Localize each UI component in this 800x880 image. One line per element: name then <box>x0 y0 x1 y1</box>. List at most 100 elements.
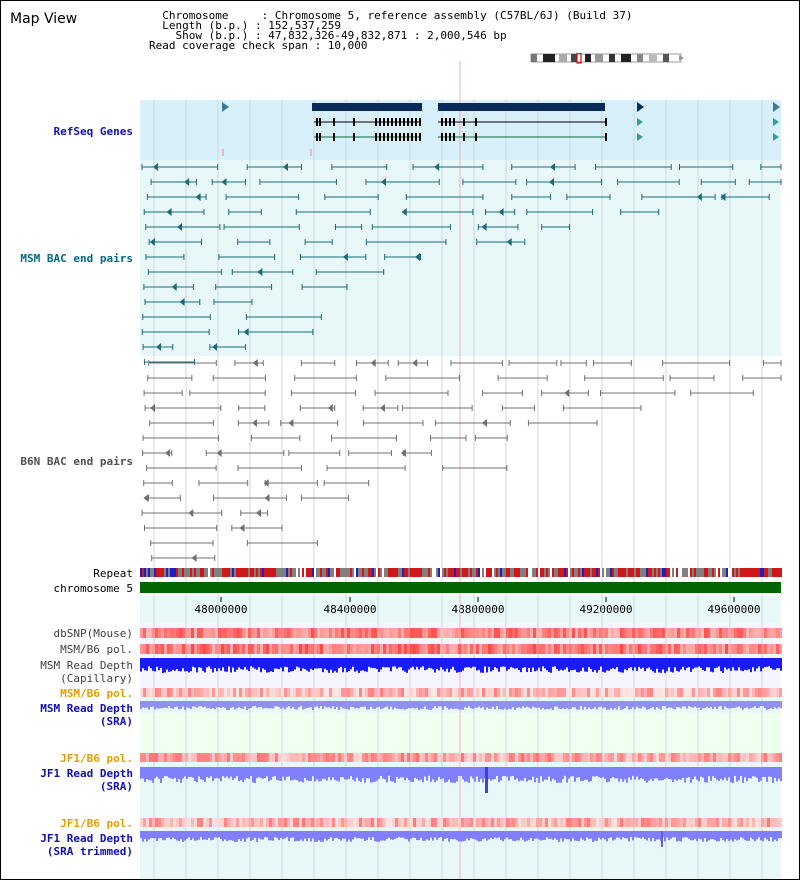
dbsnp-heat <box>551 628 554 638</box>
msm-depth-capillary-bar <box>236 658 238 670</box>
repeat-segment <box>190 568 192 577</box>
jf1-depth-sra-bar <box>420 767 422 780</box>
msm-depth-capillary-bar <box>166 658 168 670</box>
jf1-depth-trim-bar <box>232 831 234 841</box>
msm-b6-pol-heat <box>587 644 590 654</box>
repeat-segment <box>686 568 688 577</box>
dbsnp-heat <box>161 628 164 638</box>
jf1-b6-pol-heat <box>383 753 386 762</box>
msm-depth-sra-bar <box>420 701 422 709</box>
msm-depth-sra-bar <box>182 701 184 707</box>
msm-b6-pol-heat <box>212 688 215 697</box>
jf1-b6-pol-heat <box>725 753 728 762</box>
repeat-segment <box>540 568 542 577</box>
repeat-segment <box>556 568 558 577</box>
msm-depth-sra-bar <box>386 701 388 707</box>
exon <box>316 118 318 126</box>
msm-b6-pol-heat <box>629 688 632 697</box>
repeat-segment <box>234 568 236 577</box>
msm-depth-capillary-bar <box>496 658 498 669</box>
jf1-depth-sra-bar <box>624 767 626 780</box>
msm-b6-pol-heat <box>566 644 569 654</box>
msm-depth-capillary-bar <box>246 658 248 670</box>
msm-b6-pol-heat <box>251 644 254 654</box>
msm-b6-pol-heat <box>254 688 257 697</box>
dbsnp-heat <box>596 628 599 638</box>
msm-depth-capillary-bar <box>710 658 712 672</box>
jf1-b6-pol-heat <box>167 818 170 827</box>
msm-depth-capillary-bar <box>310 658 312 669</box>
msm-depth-capillary-bar <box>254 658 256 669</box>
msm-b6-pol-heat <box>140 644 143 654</box>
jf1-depth-trim-bar <box>704 831 706 839</box>
msm-b6-pol-heat <box>434 688 437 697</box>
msm-depth-sra-bar <box>756 701 758 709</box>
msm-b6-pol-heat <box>281 644 284 654</box>
msm-b6-pol-heat <box>695 688 698 697</box>
msm-depth-sra-bar <box>442 701 444 710</box>
exon <box>445 133 447 141</box>
msm-b6-pol-heat <box>635 644 638 654</box>
msm-b6-pol-heat <box>290 688 293 697</box>
chromosome-ideogram[interactable] <box>529 53 685 65</box>
jf1-b6-pol-heat <box>752 818 755 827</box>
msm-depth-capillary-bar <box>410 658 412 668</box>
msm-depth-capillary-bar <box>172 658 174 670</box>
msm-b6-pol-heat <box>308 688 311 697</box>
strand-arrow <box>773 133 779 141</box>
repeat-segment <box>388 568 390 577</box>
axis-tick-label: 48400000 <box>323 603 377 616</box>
msm-b6-pol-heat <box>650 688 653 697</box>
jf1-b6-pol-heat <box>689 753 692 762</box>
jf1-depth-sra-bar <box>774 767 776 778</box>
msm-depth-sra-bar <box>268 701 270 709</box>
jf1-depth-sra-bar <box>578 767 580 778</box>
exon <box>415 133 417 141</box>
msm-b6-pol-heat <box>314 688 317 697</box>
dbsnp-heat <box>533 628 536 638</box>
msm-depth-sra-bar <box>628 701 630 710</box>
msm-depth-capillary-bar <box>364 658 366 672</box>
jf1-depth-trim-bar <box>752 831 754 840</box>
track-label-jf1-b6-pol-1: JF1/B6 pol. <box>60 752 133 765</box>
msm-depth-sra-bar <box>584 701 586 707</box>
msm-bac-pair-arrow <box>212 343 218 351</box>
jf1-b6-pol-heat <box>617 753 620 762</box>
jf1-b6-pol-heat <box>245 753 248 762</box>
jf1-depth-sra-bar <box>650 767 652 779</box>
repeat-segment <box>280 568 282 577</box>
msm-b6-pol-heat <box>746 688 749 697</box>
repeat-segment <box>158 568 160 577</box>
jf1-depth-sra-bar <box>170 767 172 779</box>
repeat-segment <box>592 568 594 577</box>
jf1-b6-pol-heat <box>158 818 161 827</box>
msm-depth-sra-bar <box>316 701 318 707</box>
msm-b6-pol-heat <box>476 688 479 697</box>
msm-depth-capillary-bar <box>544 658 546 669</box>
jf1-b6-pol-heat <box>674 753 677 762</box>
msm-depth-capillary-bar <box>488 658 490 667</box>
msm-depth-sra-bar <box>578 701 580 710</box>
repeat-segment <box>628 568 630 577</box>
msm-b6-pol-heat <box>536 688 539 697</box>
jf1-depth-sra-bar <box>778 767 780 779</box>
msm-b6-pol-heat <box>734 688 737 697</box>
msm-b6-pol-heat <box>161 644 164 654</box>
msm-b6-pol-heat <box>770 644 773 654</box>
msm-b6-pol-heat <box>674 688 677 697</box>
msm-bac-pair-arrow <box>381 178 387 186</box>
dbsnp-heat <box>734 628 737 638</box>
jf1-depth-trim-bar <box>146 831 148 842</box>
msm-depth-sra-bar <box>472 701 474 709</box>
msm-b6-pol-heat <box>578 644 581 654</box>
jf1-depth-sra-bar <box>746 767 748 782</box>
jf1-depth-trim-bar <box>460 831 462 842</box>
jf1-depth-sra-bar <box>440 767 442 780</box>
msm-b6-pol-heat <box>542 644 545 654</box>
msm-b6-pol-heat <box>317 688 320 697</box>
msm-depth-sra-bar <box>354 701 356 709</box>
jf1-depth-sra-bar <box>616 767 618 779</box>
jf1-b6-pol-heat <box>425 818 428 827</box>
msm-b6-pol-heat <box>503 644 506 654</box>
